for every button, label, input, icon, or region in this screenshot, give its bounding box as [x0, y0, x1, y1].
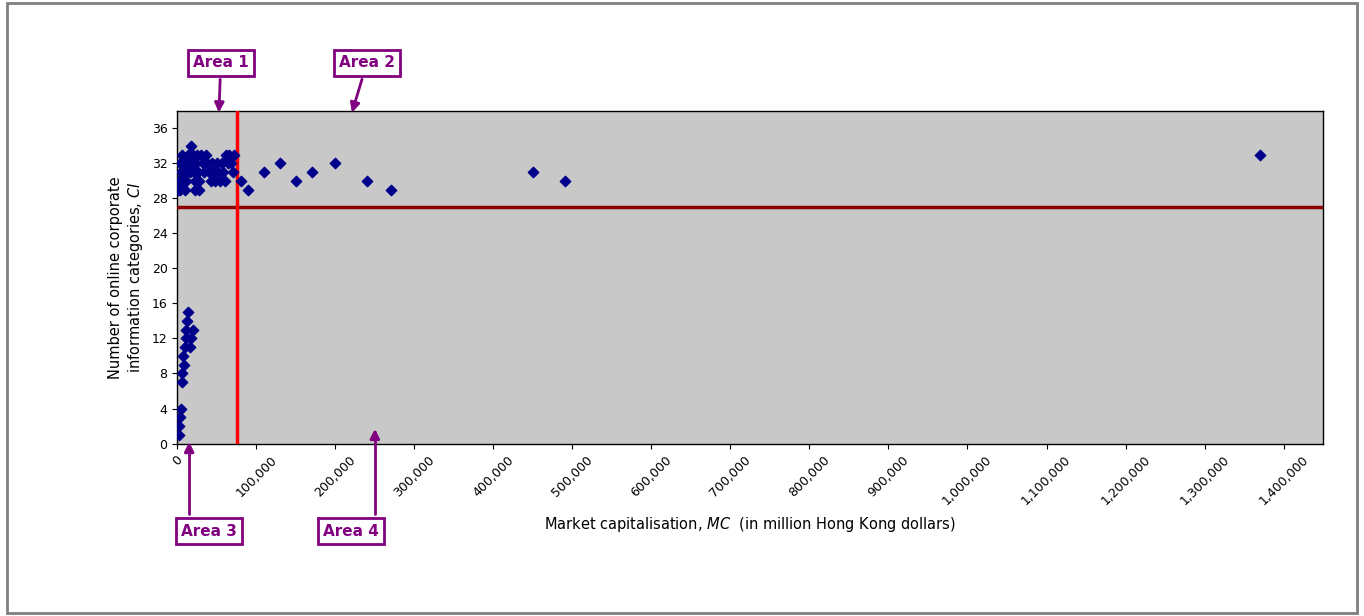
Point — [179, 342, 201, 352]
Point — [209, 176, 231, 186]
Point — [170, 167, 192, 177]
Point — [179, 158, 201, 168]
Point — [379, 185, 401, 195]
Point — [195, 150, 217, 160]
Point — [205, 176, 226, 186]
Point — [184, 185, 206, 195]
Point — [183, 167, 205, 177]
Point — [176, 167, 198, 177]
Point — [254, 167, 276, 177]
Point — [188, 185, 210, 195]
Point — [192, 158, 214, 168]
Point — [325, 158, 346, 168]
Point — [190, 150, 211, 160]
Point — [173, 167, 195, 177]
Point — [170, 403, 192, 413]
Point — [176, 316, 198, 326]
Point — [199, 176, 221, 186]
Point — [554, 176, 576, 186]
Point — [300, 167, 322, 177]
Point — [188, 176, 210, 186]
Point — [170, 150, 192, 160]
Point — [194, 167, 216, 177]
Point — [172, 176, 194, 186]
Point — [1249, 150, 1271, 160]
Point — [214, 176, 236, 186]
Point — [175, 342, 196, 352]
Point — [184, 176, 206, 186]
Point — [177, 150, 199, 160]
Point — [356, 176, 378, 186]
Point — [224, 150, 246, 160]
Point — [170, 378, 192, 387]
Text: Area 4: Area 4 — [323, 432, 379, 538]
Point — [198, 167, 220, 177]
Point — [175, 176, 196, 186]
Point — [181, 158, 203, 168]
Point — [180, 150, 202, 160]
Text: Area 2: Area 2 — [340, 55, 396, 110]
Point — [213, 167, 235, 177]
Point — [285, 176, 307, 186]
Point — [168, 185, 190, 195]
Point — [186, 150, 207, 160]
Point — [207, 167, 229, 177]
Point — [522, 167, 544, 177]
X-axis label: Market capitalisation, $\mathit{MC}$  (in million Hong Kong dollars): Market capitalisation, $\mathit{MC}$ (in… — [544, 514, 956, 533]
Point — [168, 421, 190, 431]
Text: Area 1: Area 1 — [192, 55, 248, 110]
Point — [216, 150, 237, 160]
Point — [217, 158, 239, 168]
Point — [173, 360, 195, 370]
Point — [177, 158, 199, 168]
Point — [173, 158, 195, 168]
Point — [186, 158, 207, 168]
Point — [222, 167, 244, 177]
Point — [210, 158, 232, 168]
Point — [183, 150, 205, 160]
Y-axis label: Number of online corporate
information categories, $\mathit{CI}$: Number of online corporate information c… — [108, 176, 145, 378]
Point — [179, 167, 201, 177]
Point — [196, 158, 218, 168]
Point — [180, 141, 202, 151]
Point — [169, 412, 191, 422]
Point — [168, 176, 190, 186]
Point — [169, 158, 191, 168]
Point — [201, 158, 222, 168]
Point — [168, 430, 190, 440]
Point — [172, 368, 194, 378]
Point — [220, 158, 241, 168]
Point — [175, 185, 196, 195]
Point — [176, 325, 198, 334]
Point — [237, 185, 259, 195]
Point — [181, 325, 203, 334]
Point — [203, 167, 225, 177]
Point — [177, 307, 199, 317]
Point — [180, 333, 202, 343]
Point — [187, 167, 209, 177]
Text: Area 3: Area 3 — [181, 445, 237, 538]
Point — [206, 158, 228, 168]
Point — [175, 333, 196, 343]
Point — [218, 150, 240, 160]
Point — [269, 158, 291, 168]
Point — [169, 185, 191, 195]
Point — [229, 176, 251, 186]
Point — [172, 351, 194, 361]
